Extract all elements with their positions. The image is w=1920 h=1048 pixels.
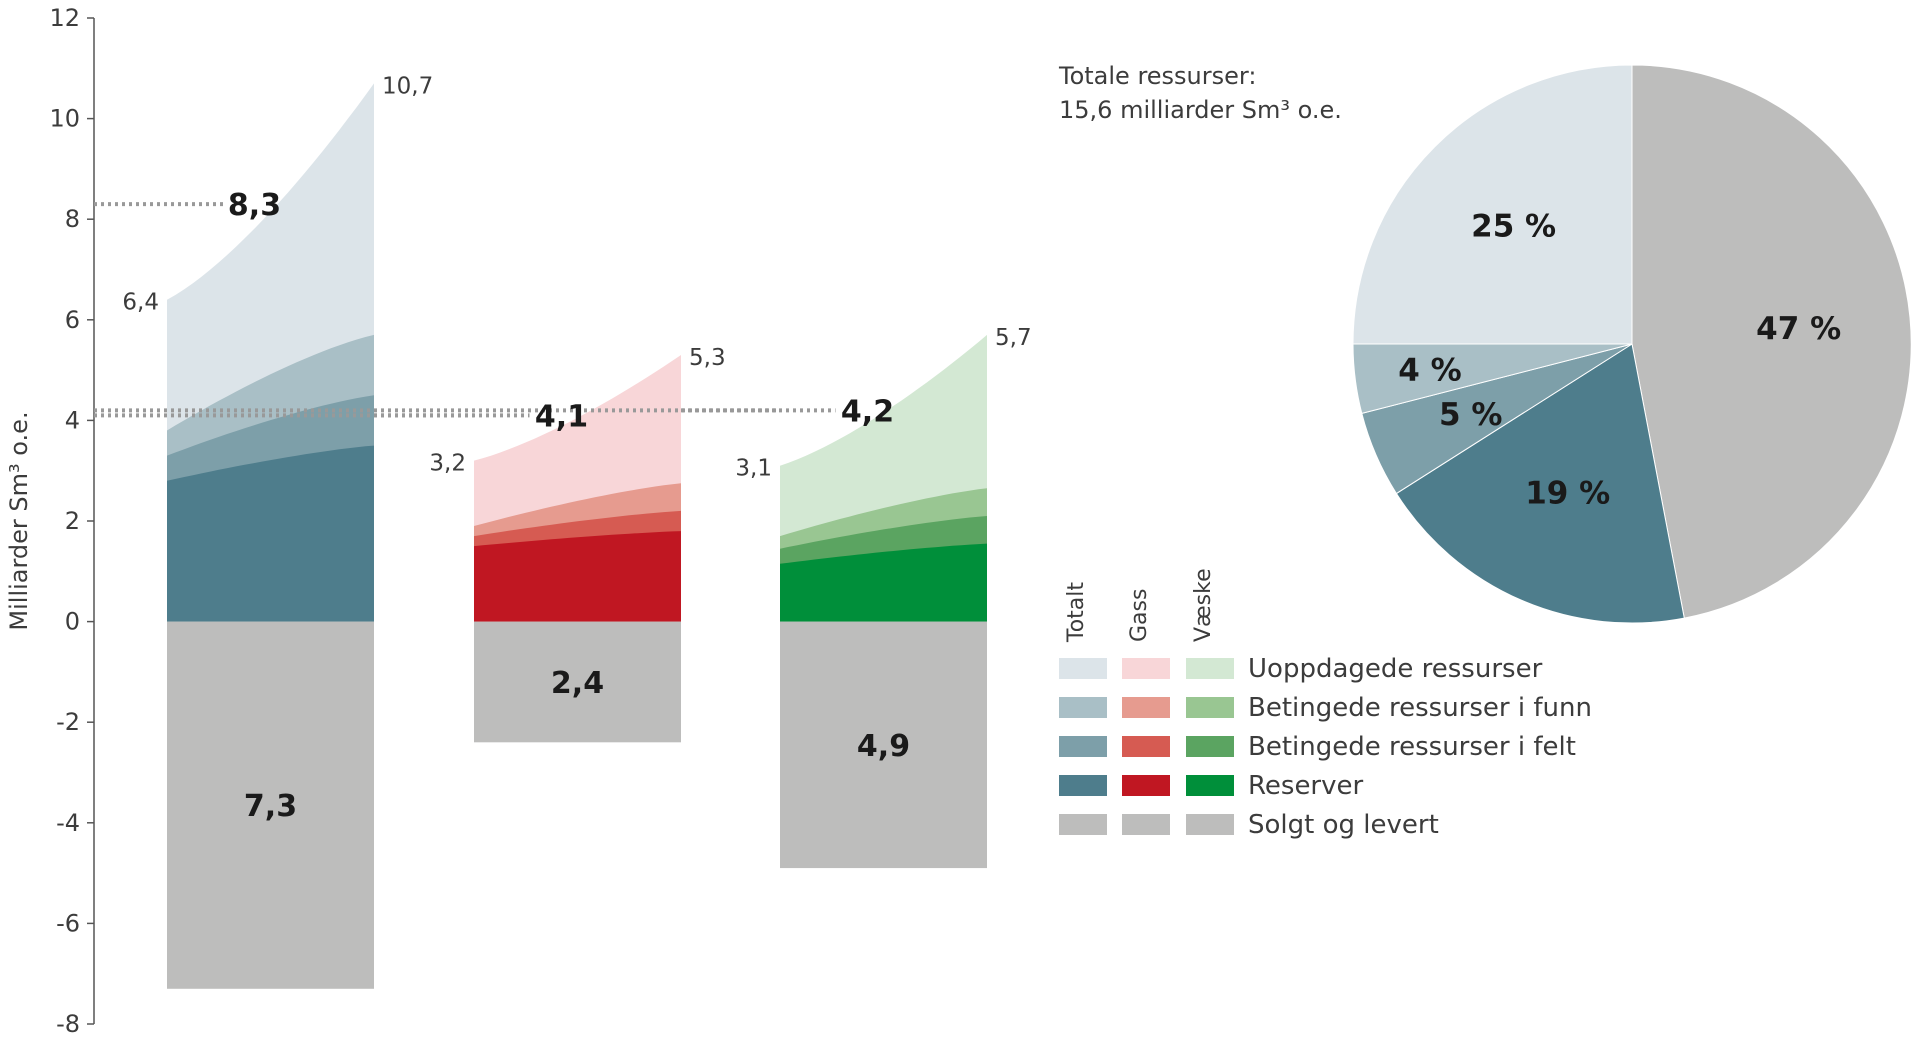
expected-label: 8,3 — [228, 188, 281, 223]
pie-chart: Totale ressurser: 15,6 milliarder Sm³ o.e… — [1058, 62, 1912, 624]
start-label: 3,2 — [429, 451, 466, 477]
sold-block — [474, 621, 681, 743]
value-labels: 7,3 6,4 10,7 8,3 2,4 3,2 5,3 4,1 4,9 3,1 5,7 4,2 — [122, 73, 1031, 824]
start-label: 3,1 — [735, 456, 772, 482]
area-layer-0 — [167, 445, 374, 622]
expected-label: 4,2 — [841, 394, 894, 429]
expected-value-guides — [94, 202, 836, 418]
pie-slice-label: 4 % — [1398, 353, 1461, 389]
legend-item-label: Solgt og levert — [1248, 810, 1439, 840]
pie-title-line2: 15,6 milliarder Sm³ o.e. — [1059, 96, 1342, 124]
y-tick-label: 6 — [65, 306, 80, 334]
sold-block — [167, 621, 374, 989]
end-label: 5,3 — [689, 345, 726, 371]
y-tick-label: -2 — [56, 708, 80, 736]
pie-slice — [1352, 64, 1633, 345]
area-layer-0 — [780, 543, 987, 622]
legend-column-header: Gass — [1127, 589, 1152, 642]
pie-slice-label: 19 % — [1525, 476, 1610, 512]
legend: Totalt Gass Væske Uoppdagede ressurser Betin… — [1059, 568, 1592, 840]
legend-swatch — [1186, 697, 1234, 718]
group-gass — [474, 355, 681, 743]
legend-swatch — [1122, 697, 1170, 718]
y-axis-label: Milliarder Sm³ o.e. — [5, 411, 33, 630]
sold-label: 7,3 — [244, 789, 297, 824]
legend-swatch — [1122, 658, 1170, 679]
legend-swatch — [1059, 814, 1107, 835]
pie-slice — [1395, 343, 1685, 624]
y-tick-label: 12 — [49, 4, 80, 32]
legend-swatch — [1186, 658, 1234, 679]
y-tick-label: 2 — [65, 507, 80, 535]
legend-column-header: Væske — [1191, 568, 1216, 642]
group-væske — [780, 334, 987, 869]
legend-item-label: Uoppdagede ressurser — [1248, 654, 1543, 684]
area-layer-0 — [474, 531, 681, 622]
legend-item-label: Betingede ressurser i funn — [1248, 693, 1592, 723]
legend-swatch — [1122, 814, 1170, 835]
legend-item-label: Betingede ressurser i felt — [1248, 732, 1576, 762]
legend-swatch — [1059, 658, 1107, 679]
end-label: 5,7 — [995, 325, 1032, 351]
group-totalt — [167, 83, 374, 989]
legend-column-header: Totalt — [1064, 582, 1089, 643]
legend-swatch — [1059, 697, 1107, 718]
y-tick-label: 10 — [49, 105, 80, 133]
legend-swatch — [1186, 814, 1234, 835]
y-tick-label: 8 — [65, 205, 80, 233]
y-tick-label: 4 — [65, 406, 80, 434]
legend-swatch — [1186, 736, 1234, 757]
y-axis: 12 10 8 6 4 2 0 -2 -4 -6 -8 Milliarder Sm³ o.e. — [5, 4, 95, 1038]
y-tick-label: -4 — [56, 809, 80, 837]
legend-swatch — [1059, 775, 1107, 796]
stacked-area-groups — [167, 83, 987, 989]
pie-slice-label: 25 % — [1471, 209, 1556, 245]
legend-item-label: Reserver — [1248, 771, 1364, 801]
pie-slice-label: 47 % — [1756, 311, 1841, 347]
pie-title-line1: Totale ressurser: — [1058, 62, 1256, 90]
legend-swatch — [1059, 736, 1107, 757]
pie-slice — [1631, 64, 1912, 619]
start-label: 6,4 — [122, 290, 159, 316]
expected-label: 4,1 — [535, 399, 588, 434]
pie-slice-label: 5 % — [1439, 397, 1502, 433]
sold-label: 2,4 — [551, 666, 604, 701]
sold-block — [780, 621, 987, 869]
legend-swatch — [1186, 775, 1234, 796]
legend-swatch — [1122, 775, 1170, 796]
y-tick-label: -8 — [56, 1010, 80, 1038]
y-tick-label: -6 — [56, 909, 80, 937]
end-label: 10,7 — [382, 73, 433, 99]
sold-label: 4,9 — [857, 729, 910, 764]
y-tick-label: 0 — [65, 608, 80, 636]
legend-swatch — [1122, 736, 1170, 757]
